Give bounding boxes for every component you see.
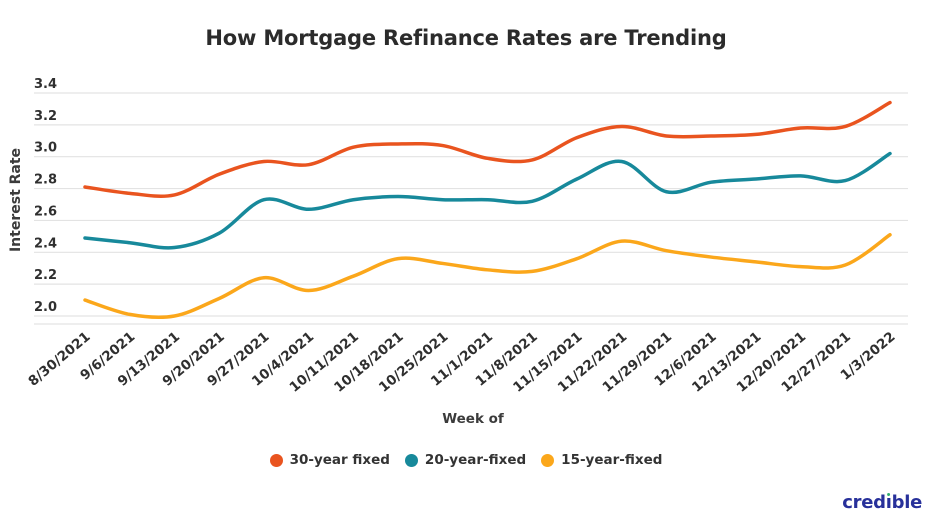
credible-logo: credı ble — [842, 492, 922, 513]
y-tick-label-3.0: 3.0 — [34, 141, 57, 156]
x-axis-title: Week of — [442, 411, 504, 427]
legend-item-15-year-fixed: 15-year-fixed — [541, 452, 662, 468]
chart-canvas: 3.43.23.02.82.62.42.22.08/30/20219/6/202… — [8, 77, 908, 427]
legend-label-15-year-fixed: 15-year-fixed — [561, 452, 663, 468]
legend-dot-20-year-fixed — [404, 453, 418, 467]
legend-item-30-year-fixed: 30-year fixed — [269, 452, 390, 468]
logo-letter-i: ı — [885, 492, 892, 513]
legend-label-20-year-fixed: 20-year-fixed — [424, 452, 527, 468]
series-layer — [83, 100, 892, 320]
x-tick-label-8-30-2021: 8/30/2021 — [25, 329, 93, 390]
chart-legend: 30-year fixed 20-year-fixed 15-year-fixe… — [0, 447, 932, 473]
series-line-15-year-fixed — [83, 233, 892, 320]
series-line-20-year-fixed — [83, 151, 892, 250]
y-tick-label-2.0: 2.0 — [34, 300, 57, 315]
y-tick-label-2.4: 2.4 — [34, 236, 57, 251]
y-axis-title: Interest Rate — [8, 148, 24, 252]
y-tick-label-2.2: 2.2 — [34, 268, 57, 283]
y-tick-label-2.8: 2.8 — [34, 173, 57, 188]
y-tick-label-2.6: 2.6 — [34, 204, 57, 219]
logo-i-dot — [886, 492, 891, 497]
legend-dot-30-year-fixed — [269, 453, 283, 467]
grid-layer — [34, 92, 908, 325]
y-tick-label-3.2: 3.2 — [34, 109, 57, 124]
y-tick-label-3.4: 3.4 — [34, 77, 57, 92]
chart-title: How Mortgage Refinance Rates are Trendin… — [205, 26, 727, 50]
series-line-30-year-fixed — [83, 100, 892, 198]
legend-dot-15-year-fixed — [541, 453, 555, 467]
legend-item-20-year-fixed: 20-year-fixed — [404, 452, 527, 468]
legend-label-30-year-fixed: 30-year fixed — [289, 452, 390, 468]
